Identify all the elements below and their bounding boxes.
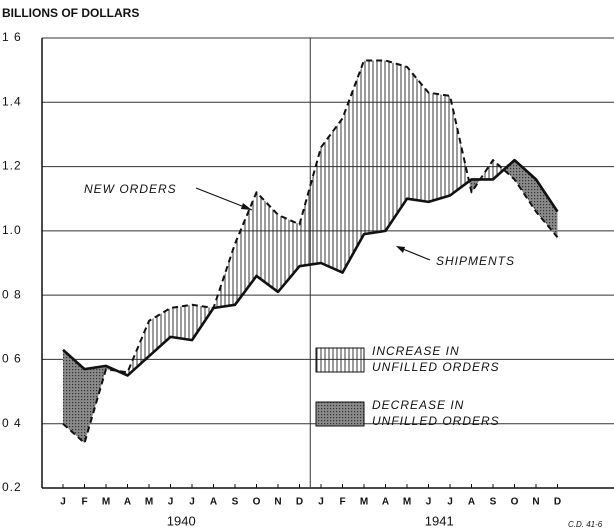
- difference-area: [256, 192, 278, 292]
- x-tick-label: M: [102, 497, 110, 508]
- y-tick-label: 1 6: [2, 30, 22, 44]
- difference-area: [480, 160, 493, 180]
- difference-area: [493, 160, 504, 180]
- x-tick-label: D: [296, 497, 303, 508]
- legend-label: UNFILLED ORDERS: [372, 360, 500, 374]
- x-tick-label: N: [532, 497, 539, 508]
- legend-label: INCREASE IN: [372, 344, 460, 358]
- difference-area: [149, 308, 171, 357]
- y-tick-label: 1.4: [2, 94, 22, 108]
- x-tick-label: M: [145, 497, 153, 508]
- difference-area: [63, 349, 85, 443]
- arrow-head: [241, 203, 252, 210]
- series-line: [62, 59, 559, 444]
- legend-swatch: [315, 347, 365, 373]
- x-tick-label: A: [124, 497, 131, 508]
- series-annotation: SHIPMENTS: [436, 254, 515, 268]
- x-tick-label: J: [318, 497, 324, 508]
- y-tick-label: 0.2: [2, 480, 22, 494]
- x-tick-label: A: [210, 497, 217, 508]
- x-tick-label: S: [232, 497, 239, 508]
- x-tick-label: N: [274, 497, 281, 508]
- difference-area: [84, 365, 106, 443]
- x-tick-label: F: [339, 497, 345, 508]
- series-annotation: NEW ORDERS: [84, 182, 177, 196]
- difference-area: [428, 92, 450, 202]
- difference-area: [321, 118, 343, 273]
- legend-label: UNFILLED ORDERS: [372, 414, 500, 428]
- y-tick-label: 1.2: [2, 159, 22, 173]
- x-tick-label: J: [447, 497, 453, 508]
- footer: C.D. 41-6: [568, 520, 603, 529]
- difference-area: [536, 179, 558, 238]
- x-tick-label: M: [360, 497, 368, 508]
- x-tick-label: O: [253, 497, 261, 508]
- x-tick-label: A: [382, 497, 389, 508]
- series-line: [62, 158, 559, 377]
- x-tick-label: S: [490, 497, 497, 508]
- x-tick-label: M: [403, 497, 411, 508]
- x-tick-label: J: [168, 497, 174, 508]
- x-tick-label: O: [511, 497, 519, 508]
- year-label: 1940: [167, 513, 196, 528]
- difference-area: [342, 60, 364, 273]
- year-label: 1941: [425, 513, 454, 528]
- y-tick-label: 0 8: [2, 287, 22, 301]
- y-tick-label: 0 4: [2, 416, 22, 430]
- difference-area: [503, 160, 515, 180]
- legend-swatch: [315, 401, 365, 427]
- y-tick-label: 0 6: [2, 352, 22, 366]
- y-axis-label: BILLIONS OF DOLLARS: [2, 6, 139, 20]
- difference-area: [514, 160, 536, 212]
- difference-area: [235, 192, 257, 305]
- arrow-head: [396, 246, 405, 253]
- difference-area: [407, 66, 429, 202]
- x-tick-label: A: [468, 497, 475, 508]
- x-tick-label: J: [426, 497, 432, 508]
- x-tick-label: J: [189, 497, 195, 508]
- difference-area: [170, 304, 192, 341]
- x-tick-label: D: [554, 497, 561, 508]
- legend-label: DECREASE IN: [372, 398, 464, 412]
- difference-area: [385, 60, 407, 231]
- x-tick-label: F: [81, 497, 87, 508]
- difference-area: [364, 60, 386, 235]
- difference-area: [299, 147, 321, 267]
- y-tick-label: 1.0: [2, 223, 22, 237]
- x-tick-label: J: [60, 497, 66, 508]
